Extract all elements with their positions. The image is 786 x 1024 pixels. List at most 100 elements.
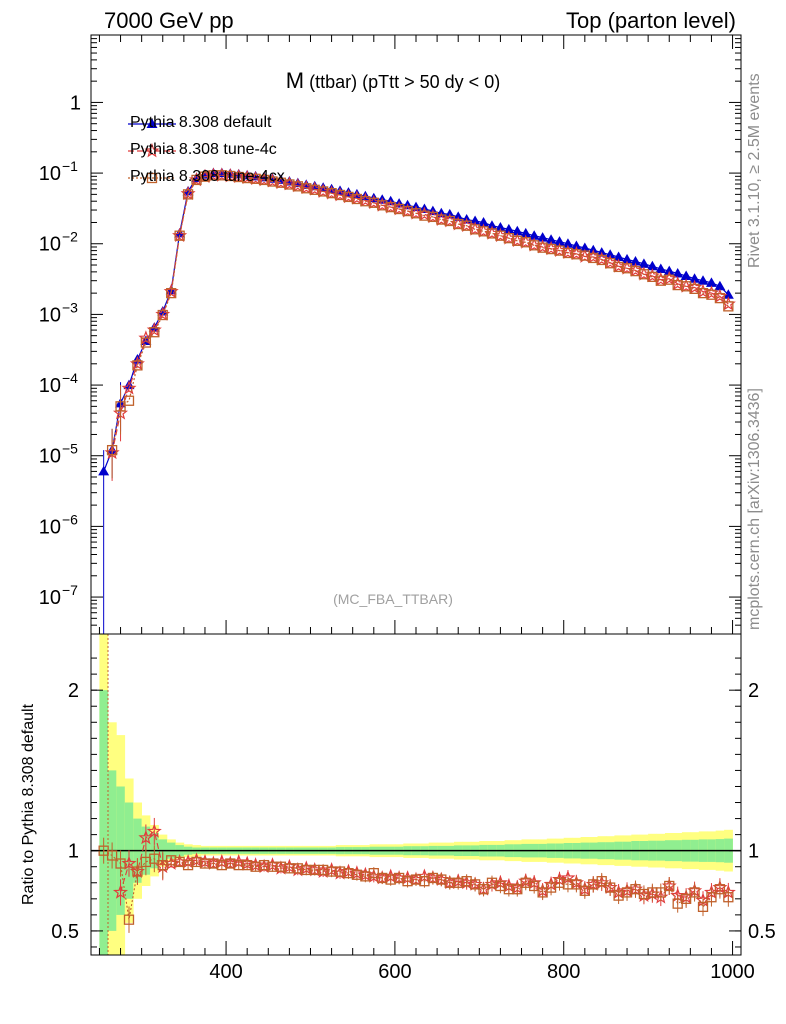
ratio-y-tick-label-right: 0.5: [748, 921, 776, 943]
y-tick-exponent: −5: [62, 441, 78, 457]
y-tick-label: 10: [39, 234, 61, 256]
data-point: [123, 395, 135, 406]
y-tick-label: 10: [39, 446, 61, 468]
legend-marker: [144, 143, 160, 158]
ratio-point: [478, 884, 489, 895]
legend-marker: [146, 172, 158, 184]
data-point: [689, 273, 701, 283]
ratio-point: [512, 884, 523, 895]
data-point: [182, 185, 194, 196]
legend-label-default: Pythia 8.308 default: [130, 114, 272, 131]
data-point: [494, 221, 506, 232]
y-tick-exponent: −6: [62, 511, 78, 527]
y-tick-exponent: −3: [62, 299, 78, 315]
ratio-point: [655, 887, 666, 898]
y-tick-exponent: −4: [62, 370, 78, 386]
data-point: [511, 225, 523, 236]
ratio-point: [115, 858, 126, 869]
ratio-band-inner: [99, 690, 109, 955]
ratio-point: [664, 880, 675, 892]
data-point: [191, 172, 203, 183]
data-point: [714, 292, 726, 304]
y-tick-label: 1: [70, 92, 81, 114]
data-point: [469, 215, 481, 225]
x-tick-label: 600: [378, 961, 411, 983]
legend-label-tune4cx: Pythia 8.308 tune-4cx: [130, 168, 285, 185]
ratio-y-axis-title: Ratio to Pythia 8.308 default: [20, 703, 37, 905]
data-point: [478, 216, 490, 227]
x-tick-label: 1000: [710, 961, 755, 983]
data-point: [486, 220, 498, 230]
ratio-point: [149, 853, 160, 864]
data-point: [182, 189, 194, 200]
y-tick-label: 10: [39, 587, 61, 609]
plot-title-main: M: [285, 68, 305, 93]
header-right: Top (parton level): [566, 8, 736, 33]
data-point: [503, 223, 515, 234]
data-point: [149, 327, 160, 338]
data-point: [604, 249, 616, 259]
rivet-label: Rivet 3.1.10, ≥ 2.5M events: [746, 73, 763, 268]
data-point: [106, 444, 118, 456]
ratio-point: [529, 880, 540, 892]
y-tick-label: 10: [39, 304, 61, 326]
data-point: [723, 301, 734, 312]
y-tick-label: 10: [39, 516, 61, 538]
data-point: [98, 465, 110, 476]
data-point: [174, 230, 185, 241]
ratio-y-tick-label: 0.5: [51, 921, 79, 943]
plot-title-sub: (ttbar) (pTtt > 50 dy < 0): [309, 72, 501, 92]
legend-label-tune4c: Pythia 8.308 tune-4c: [130, 141, 277, 158]
ratio-y-tick-label-right: 1: [748, 841, 759, 863]
ratio-point: [132, 866, 143, 877]
data-point: [621, 253, 633, 264]
data-point: [166, 287, 177, 299]
ratio-point: [706, 892, 717, 903]
data-point: [672, 267, 684, 278]
ratio-y-tick-label: 2: [68, 680, 79, 702]
data-point: [714, 280, 726, 291]
y-tick-label: 10: [39, 163, 61, 185]
ratio-point: [605, 882, 616, 893]
data-point: [562, 238, 574, 248]
data-point: [664, 274, 675, 285]
analysis-tag: (MC_FBA_TTBAR): [333, 591, 453, 607]
data-point: [528, 230, 540, 240]
data-point: [646, 260, 658, 271]
data-point: [613, 251, 625, 261]
data-point: [121, 380, 137, 395]
x-tick-label: 400: [209, 961, 242, 983]
data-point: [115, 401, 126, 412]
data-point: [629, 256, 641, 266]
ratio-point: [571, 879, 582, 890]
data-point: [638, 258, 650, 268]
data-point: [663, 265, 675, 276]
ratio-point: [697, 901, 709, 912]
data-point: [132, 360, 143, 371]
data-point: [697, 275, 709, 285]
data-point: [722, 289, 734, 299]
data-point: [579, 242, 591, 253]
data-point: [570, 240, 582, 250]
ratio-point: [723, 892, 734, 903]
ratio-y-tick-label-right: 2: [748, 680, 759, 702]
header-left: 7000 GeV pp: [104, 8, 234, 33]
ratio-point: [680, 893, 692, 904]
ratio-point: [146, 823, 162, 838]
ratio-point: [123, 914, 135, 925]
y-tick-exponent: −7: [62, 582, 78, 598]
ratio-point: [596, 876, 607, 887]
data-point: [148, 322, 160, 332]
data-point: [157, 309, 168, 321]
data-point: [140, 337, 152, 348]
mcplots-label: mcplots.cern.ch [arXiv:1306.3436]: [746, 388, 763, 630]
ratio-point: [714, 884, 726, 895]
ratio-point: [689, 887, 700, 898]
plot-title: M (ttbar) (pTtt > 50 dy < 0): [0, 68, 786, 94]
data-point: [554, 236, 566, 246]
ratio-point: [579, 885, 590, 896]
y-tick-label: 10: [39, 375, 61, 397]
data-point: [537, 232, 549, 242]
y-tick-exponent: −2: [62, 229, 78, 245]
